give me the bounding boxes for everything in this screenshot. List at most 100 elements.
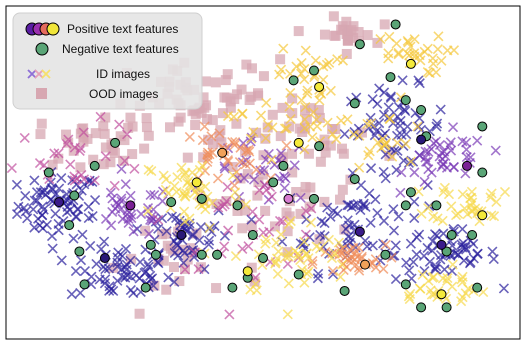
negative-text-feature-point [309,65,319,76]
id-image-point [466,192,477,203]
positive-text-feature-point [217,147,228,158]
id-image-point [70,211,81,222]
ood-image-point [215,125,226,136]
id-image-point [378,109,389,120]
id-image-point [68,233,79,244]
id-image-point [29,222,40,233]
id-image-point [315,229,326,240]
id-image-point [271,237,282,248]
id-image-point [405,41,416,52]
ood-image-point [161,228,172,239]
ood-image-point [336,143,347,154]
id-image-point [446,201,457,212]
id-image-point [431,67,442,78]
positive-text-feature-point [416,134,427,145]
id-image-point [396,167,407,178]
id-image-point [378,166,389,178]
id-image-point [125,271,136,282]
legend: Positive text features Negative text fea… [12,12,203,110]
ood-image-point [100,112,111,123]
ood-image-point [141,122,152,133]
id-image-point [352,198,363,210]
id-image-point [179,169,190,180]
legend-label-id: ID images [96,67,150,81]
id-image-point [276,148,287,159]
ood-image-point [305,182,316,193]
ood-image-point [293,26,304,37]
id-image-point [221,196,232,207]
id-image-point [112,275,123,286]
id-image-point [213,202,224,213]
id-image-point [318,61,329,72]
id-image-point [248,174,260,185]
legend-marker-id [27,69,51,79]
id-image-point [197,160,208,171]
id-image-point [193,264,204,275]
negative-text-feature-point [43,167,54,178]
id-image-point [34,220,45,231]
id-image-point [388,204,399,215]
id-image-point [314,243,326,254]
ood-image-point [175,112,186,123]
id-image-point [448,162,459,173]
negative-text-feature-point [385,72,396,83]
id-image-point [422,242,433,253]
ood-image-point [287,167,298,178]
ood-image-point [275,131,286,142]
ood-image-point [287,93,298,104]
id-image-point [280,251,291,262]
negative-text-feature-point [227,282,238,293]
ood-image-point [98,121,109,132]
id-image-point [125,190,136,201]
id-image-point [180,191,191,202]
id-image-point [486,210,497,221]
id-image-point [254,214,265,225]
negative-text-feature-point [268,177,279,188]
id-image-point [69,142,80,153]
id-image-point [56,255,67,266]
legend-id-swatch [34,69,44,79]
id-image-point [95,111,106,122]
ood-image-point [246,63,257,74]
id-image-point [161,226,172,237]
id-image-point [235,142,246,153]
positive-text-feature-point [354,226,365,237]
ood-image-point [35,129,46,140]
negative-text-feature-point [441,302,452,313]
id-image-point [112,261,123,272]
id-image-point [245,136,256,147]
ood-image-point [341,16,352,27]
id-image-point [374,118,385,129]
id-image-point [378,215,390,226]
id-image-point [145,189,156,200]
id-image-point [189,187,201,198]
legend-box [12,12,203,110]
id-image-point [204,222,215,234]
id-image-point [331,134,342,145]
negative-text-feature-point [69,190,80,201]
id-image-point [206,131,217,142]
id-image-point [295,255,306,266]
id-image-point [435,104,446,115]
ood-image-point [169,262,180,273]
id-image-point [335,115,347,126]
id-image-point [219,241,230,252]
id-image-point [437,215,448,226]
id-image-point [245,133,257,144]
id-image-point [204,235,215,246]
id-image-point [350,248,361,259]
id-image-point [405,156,416,167]
id-image-point [414,113,425,124]
ood-image-point [105,157,116,168]
id-image-point [385,92,396,104]
id-image-point [442,273,453,284]
id-image-point [230,187,241,198]
legend-label-positive: Positive text features [67,22,178,36]
ood-image-point [182,152,193,163]
id-image-point [145,214,156,225]
negative-text-feature-point [309,193,319,204]
id-image-point [343,200,354,211]
id-image-point [472,248,483,259]
id-image-point [74,145,85,156]
negative-text-feature-point [140,282,151,293]
